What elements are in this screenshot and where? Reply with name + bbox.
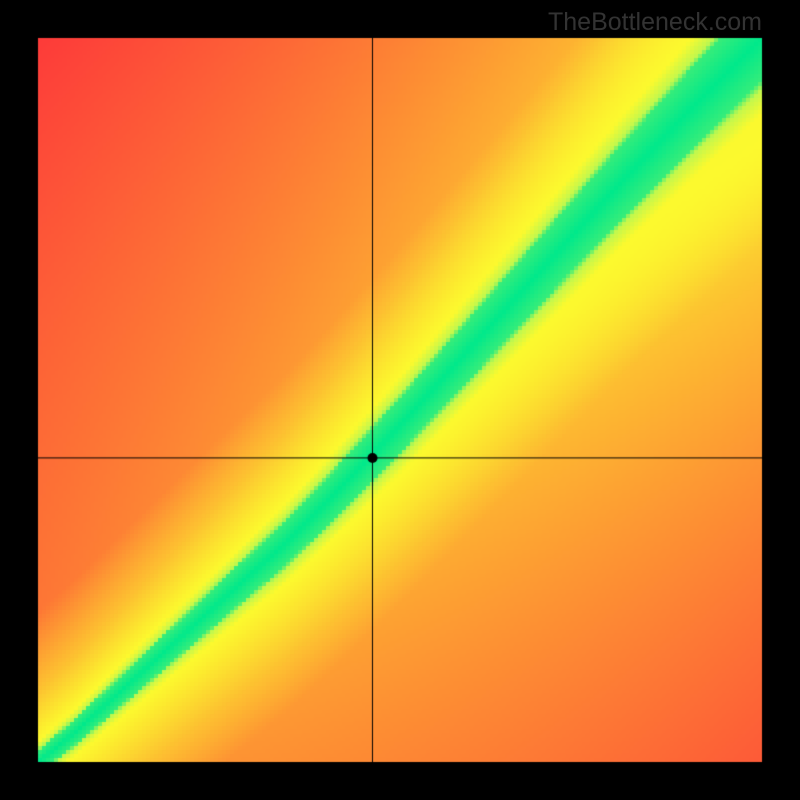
bottleneck-heatmap xyxy=(0,0,800,800)
watermark-text: TheBottleneck.com xyxy=(548,8,762,37)
chart-container: TheBottleneck.com xyxy=(0,0,800,800)
